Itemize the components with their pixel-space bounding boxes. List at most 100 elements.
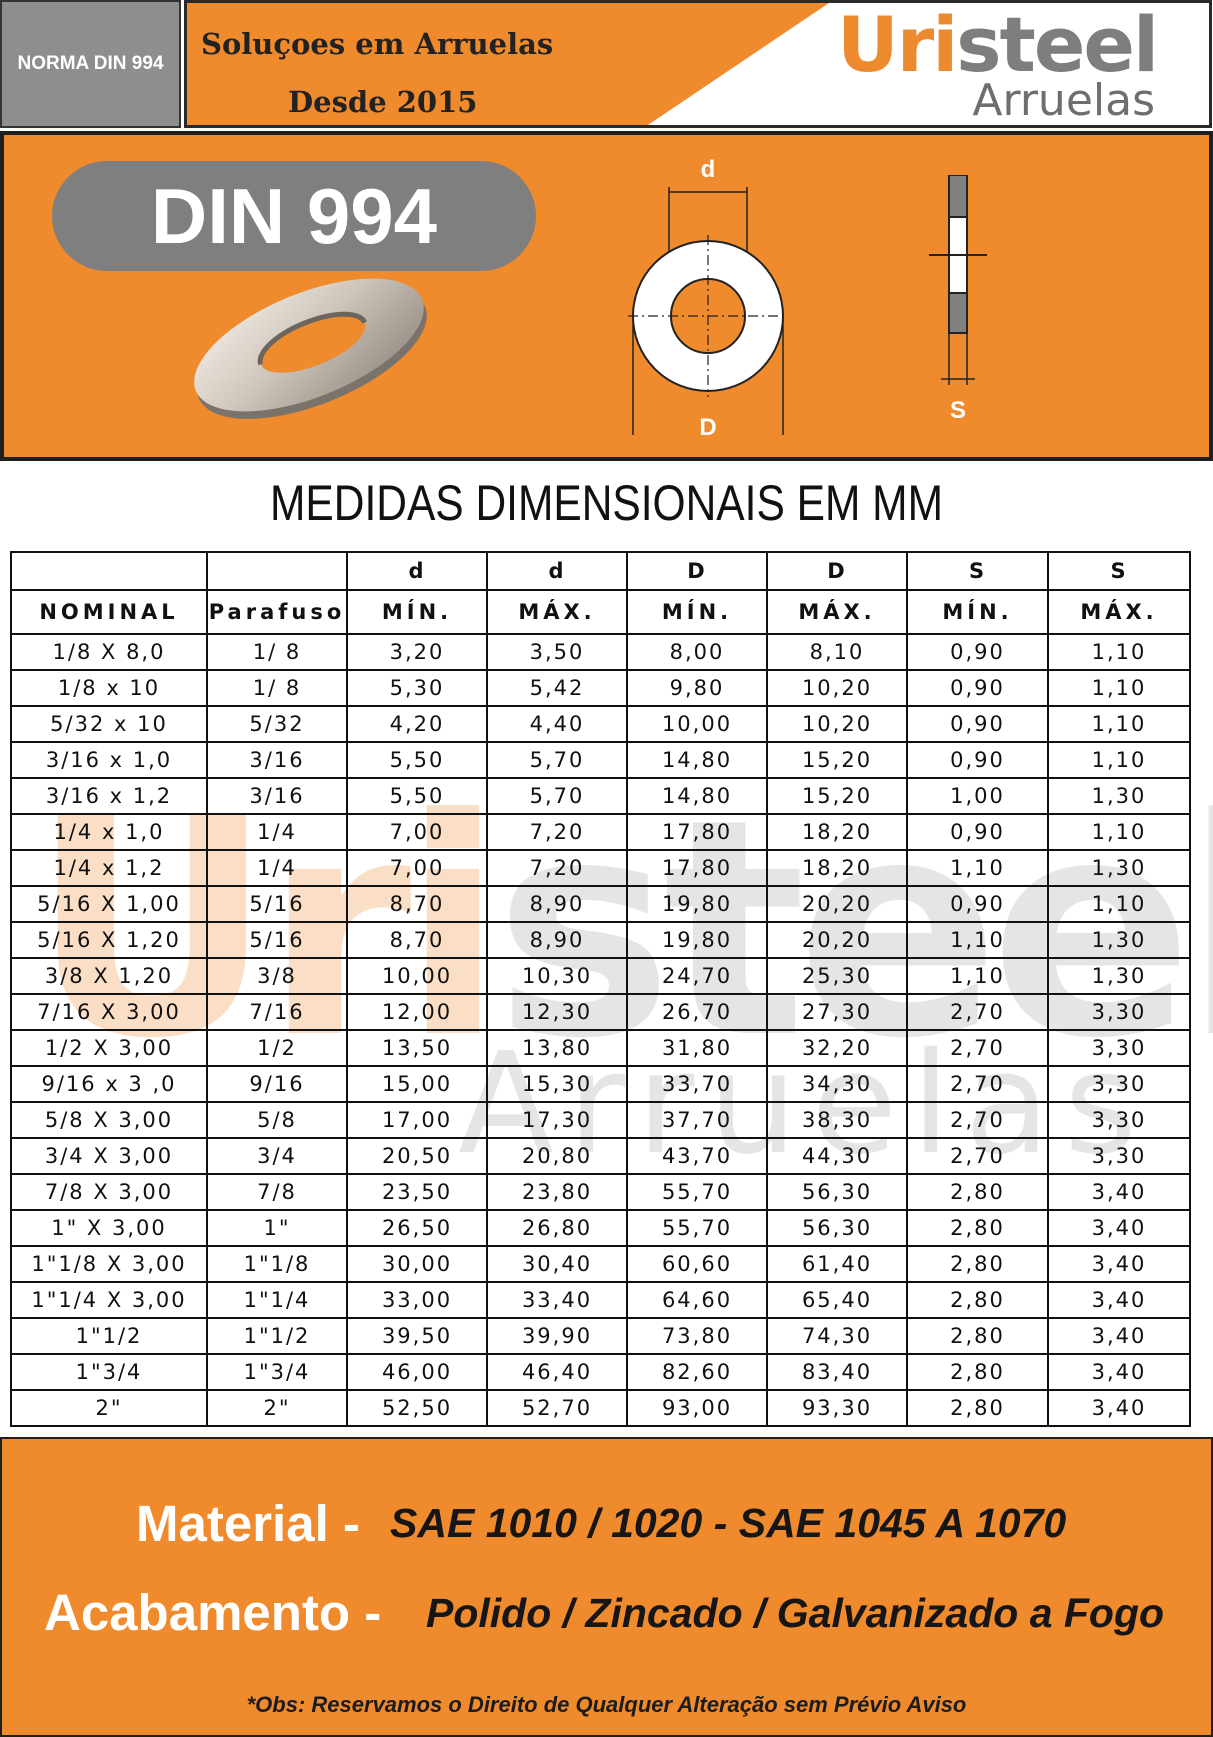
- table-cell: 25,30: [766, 957, 908, 995]
- table-cell: 18,20: [766, 849, 908, 887]
- table-cell: 52,70: [486, 1389, 628, 1427]
- table-cell: 1/4 x 1,0: [10, 813, 208, 851]
- table-cell: 3,40: [1047, 1173, 1191, 1211]
- table-row: 1/8 X 8,0 1/ 8 3,20 3,50 8,00 8,10 0,90 1,10: [10, 633, 1191, 671]
- table-row: 7/16 X 3,00 7/16 12,00 12,30 26,70 27,30 2,70 3…: [10, 993, 1191, 1031]
- table-cell: MÍN.: [346, 589, 488, 635]
- table-cell: 5/32 x 10: [10, 705, 208, 743]
- table-cell: 10,00: [346, 957, 488, 995]
- table-cell: 3/16 x 1,2: [10, 777, 208, 815]
- table-cell: 15,20: [766, 741, 908, 779]
- table-cell: 2": [10, 1389, 208, 1427]
- table-cell: 2,80: [906, 1209, 1049, 1247]
- header-banner: Soluçoes em Arruelas Desde 2015 Uristeel…: [184, 0, 1212, 128]
- table-cell: 15,30: [486, 1065, 628, 1103]
- table-cell: 23,50: [346, 1173, 488, 1211]
- table-row: 1/4 x 1,0 1/4 7,00 7,20 17,80 18,20 0,90 1,10: [10, 813, 1191, 851]
- table-cell: 26,80: [486, 1209, 628, 1247]
- finish-value: Polido / Zincado / Galvanizado a Fogo: [426, 1590, 1165, 1636]
- table-cell: 1,30: [1047, 921, 1191, 959]
- table-cell: 3,30: [1047, 1029, 1191, 1067]
- table-cell: 15,00: [346, 1065, 488, 1103]
- table-cell: 46,40: [486, 1353, 628, 1391]
- table-cell: 1,30: [1047, 777, 1191, 815]
- table-cell: 3,40: [1047, 1353, 1191, 1391]
- table-row: 1"1/4 X 3,00 1"1/4 33,00 33,40 64,60 65,40 2,8…: [10, 1281, 1191, 1319]
- table-cell: 2,80: [906, 1353, 1049, 1391]
- table-header-row: NOMINAL Parafuso MÍN. MÁX. MÍN. MÁX. MÍN. MÁX.: [10, 589, 1191, 635]
- table-cell: 1/2 X 3,00: [10, 1029, 208, 1067]
- table-cell: 17,80: [626, 849, 768, 887]
- table-cell: 1,10: [1047, 885, 1191, 923]
- table-cell: MÁX.: [766, 589, 908, 635]
- table-cell: 17,00: [346, 1101, 488, 1139]
- table-cell: 83,40: [766, 1353, 908, 1391]
- footer-banner: Material - SAE 1010 / 1020 - SAE 1045 A …: [0, 1437, 1213, 1737]
- table-cell: 8,90: [486, 921, 628, 959]
- table-cell: 2,80: [906, 1281, 1049, 1319]
- table-cell: 27,30: [766, 993, 908, 1031]
- table-cell: 18,20: [766, 813, 908, 851]
- table-cell: 3,30: [1047, 1137, 1191, 1175]
- table-cell: Parafuso: [206, 589, 348, 635]
- table-cell: 10,20: [766, 705, 908, 743]
- table-cell: 17,30: [486, 1101, 628, 1139]
- table-cell: 2,70: [906, 1137, 1049, 1175]
- header-orange-shape: [187, 3, 829, 125]
- table-cell: 74,30: [766, 1317, 908, 1355]
- table-cell: 2,70: [906, 1029, 1049, 1067]
- finish-label: Acabamento -: [44, 1584, 382, 1641]
- table-cell: 9/16 x 3 ,0: [10, 1065, 208, 1103]
- table-row: 1/8 x 10 1/ 8 5,30 5,42 9,80 10,20 0,90 1,10: [10, 669, 1191, 707]
- table-cell: 56,30: [766, 1173, 908, 1211]
- slogan-line-1: Soluçoes em Arruelas: [201, 27, 554, 61]
- table-cell: 33,40: [486, 1281, 628, 1319]
- table-cell: 3,20: [346, 633, 488, 671]
- table-cell: 3,30: [1047, 1101, 1191, 1139]
- logo-suffix: steel: [956, 0, 1159, 89]
- table-cell: 14,80: [626, 777, 768, 815]
- table-cell: 5,50: [346, 741, 488, 779]
- table-cell: 1,10: [1047, 669, 1191, 707]
- table-cell: 2,80: [906, 1173, 1049, 1211]
- dim-d-label: d: [701, 156, 716, 183]
- table-row: 3/4 X 3,00 3/4 20,50 20,80 43,70 44,30 2,70 3,3…: [10, 1137, 1191, 1175]
- table-cell: 5/16: [206, 921, 348, 959]
- table-cell: 26,70: [626, 993, 768, 1031]
- table-cell: 2,70: [906, 1101, 1049, 1139]
- logo-subtitle: Arruelas: [972, 75, 1155, 126]
- table-cell: 10,30: [486, 957, 628, 995]
- table-cell: 8,10: [766, 633, 908, 671]
- table-cell: 39,50: [346, 1317, 488, 1355]
- table-cell: 39,90: [486, 1317, 628, 1355]
- table-cell: 7,20: [486, 849, 628, 887]
- table-cell: 3/8: [206, 957, 348, 995]
- table-cell: 56,30: [766, 1209, 908, 1247]
- table-cell: 1/4 x 1,2: [10, 849, 208, 887]
- table-cell: 7,00: [346, 849, 488, 887]
- table-cell: 1": [206, 1209, 348, 1247]
- table-cell: 30,40: [486, 1245, 628, 1283]
- table-cell: 1,30: [1047, 957, 1191, 995]
- table-cell: 60,60: [626, 1245, 768, 1283]
- table-cell: 33,70: [626, 1065, 768, 1103]
- table-cell: 5/8: [206, 1101, 348, 1139]
- table-cell: 1/2: [206, 1029, 348, 1067]
- table-cell: 5,50: [346, 777, 488, 815]
- table-cell: 44,30: [766, 1137, 908, 1175]
- table-cell: 3,40: [1047, 1317, 1191, 1355]
- table-row: 1"1/2 1"1/2 39,50 39,90 73,80 74,30 2,80 3,40: [10, 1317, 1191, 1355]
- table-cell: 4,40: [486, 705, 628, 743]
- table-cell: 1/8 X 8,0: [10, 633, 208, 671]
- brand-logo: Uristeel: [837, 7, 1159, 83]
- product-banner: DIN 994 d D: [0, 131, 1213, 461]
- table-cell: 1"1/8 X 3,00: [10, 1245, 208, 1283]
- table-row: 5/8 X 3,00 5/8 17,00 17,30 37,70 38,30 2,70 3,3…: [10, 1101, 1191, 1139]
- table-cell: 1"1/2: [10, 1317, 208, 1355]
- slogan-line-2: Desde 2015: [288, 85, 478, 119]
- table-cell: 0,90: [906, 633, 1049, 671]
- table-row: 1"1/8 X 3,00 1"1/8 30,00 30,40 60,60 61,40 2,8…: [10, 1245, 1191, 1283]
- table-cell: 2": [206, 1389, 348, 1427]
- table-cell: 7,20: [486, 813, 628, 851]
